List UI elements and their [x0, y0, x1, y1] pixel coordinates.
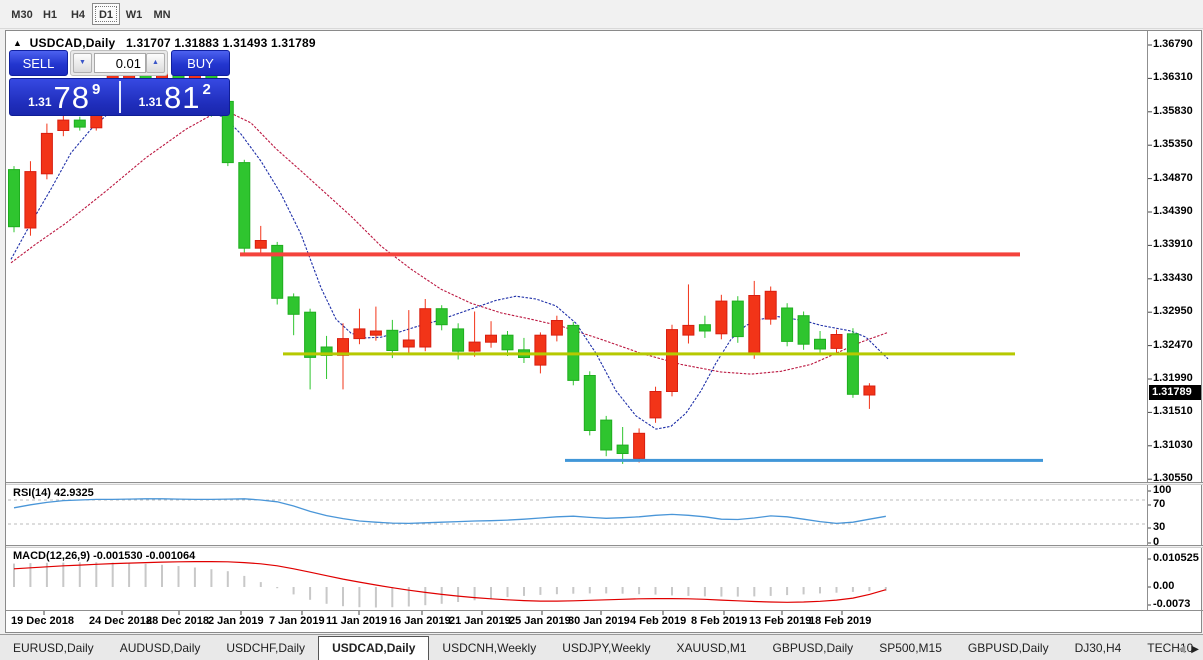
volume-increase-button[interactable]: ▲	[146, 53, 165, 73]
rsi-axis-label: 70	[1153, 498, 1166, 510]
timeframe-button-w1[interactable]: W1	[125, 9, 143, 21]
rsi-pane-separator[interactable]	[6, 482, 1203, 485]
price-axis-label: 1.31510	[1153, 405, 1193, 418]
price-axis-label: 1.34870	[1153, 171, 1193, 184]
date-axis-label: 2 Jan 2019	[208, 615, 264, 627]
price-axis-label: 1.32950	[1153, 305, 1193, 318]
date-axis-label: 11 Jan 2019	[326, 615, 388, 627]
chart-title: ▲ USDCAD,Daily 1.31707 1.31883 1.31493 1…	[13, 36, 316, 50]
pivot-line[interactable]	[283, 352, 1015, 356]
price-axis-border	[1147, 31, 1148, 610]
chart-ohlc-values: 1.31707 1.31883 1.31493 1.31789	[126, 36, 316, 50]
buy-price-tile[interactable]: 1.31 81 2	[121, 79, 230, 115]
timeframe-button-h4[interactable]: H4	[70, 9, 86, 21]
symbol-tab-gbpusd-daily[interactable]: GBPUSD,Daily	[967, 641, 1049, 655]
date-axis-label: 4 Feb 2019	[630, 615, 687, 627]
volume-input[interactable]	[94, 53, 146, 73]
date-axis-label: 13 Feb 2019	[749, 615, 812, 627]
date-axis-label: 18 Feb 2019	[809, 615, 872, 627]
symbol-tab-eurusd-daily[interactable]: EURUSD,Daily	[13, 641, 94, 655]
price-axis-label: 1.33910	[1153, 238, 1193, 251]
sell-price-prefix: 1.31	[28, 95, 52, 109]
tabs-scroll-left-icon[interactable]: ◀	[1177, 644, 1186, 655]
symbol-tab-usdcad-daily[interactable]: USDCAD,Daily	[318, 636, 430, 660]
symbol-tab-sp500-m15[interactable]: SP500,M15	[879, 641, 942, 655]
macd-axis-label: 0.00	[1153, 580, 1175, 592]
symbol-tab-dj30-h4[interactable]: DJ30,H4	[1074, 641, 1122, 655]
date-axis-label: 24 Dec 2018	[89, 615, 152, 627]
price-axis-label: 1.32470	[1153, 338, 1193, 351]
chart-canvas[interactable]	[6, 31, 1203, 632]
price-axis-label: 1.36310	[1153, 71, 1193, 84]
price-axis-label: 1.31030	[1153, 438, 1193, 451]
date-axis-label: 25 Jan 2019	[509, 615, 571, 627]
macd-axis-label: 0.010525	[1153, 552, 1199, 564]
price-axis-label: 1.35350	[1153, 138, 1193, 151]
price-axis-label: 1.31990	[1153, 372, 1193, 384]
symbol-tab-gbpusd-daily[interactable]: GBPUSD,Daily	[772, 641, 854, 655]
timeframe-button-d1[interactable]: D1	[92, 3, 120, 25]
volume-decrease-button[interactable]: ▼	[73, 53, 92, 73]
symbol-tab-usdjpy-weekly[interactable]: USDJPY,Weekly	[562, 641, 651, 655]
date-axis-label: 28 Dec 2018	[146, 615, 209, 627]
rsi-axis-label: 100	[1153, 484, 1172, 496]
sell-price-pip: 9	[92, 81, 101, 98]
symbol-tab-audusd-daily[interactable]: AUDUSD,Daily	[119, 641, 201, 655]
timeframe-toolbar: M30 H1 H4 D1 W1 MN	[0, 0, 1203, 29]
buy-button[interactable]: BUY	[171, 50, 230, 76]
macd-pane-separator[interactable]	[6, 545, 1203, 548]
tile-divider	[118, 81, 121, 113]
rsi-axis-label: 30	[1153, 521, 1166, 533]
symbol-tab-xauusd-m1[interactable]: XAUUSD,M1	[676, 641, 747, 655]
one-click-trading-panel: SELL ▼ ▲ BUY 1.31 78 9 1.31 81 2	[9, 50, 230, 116]
buy-price-big: 81	[164, 80, 201, 116]
sell-price-big: 78	[53, 80, 90, 116]
symbol-tab-bar: ◀ ▶ EURUSD,Daily AUDUSD,Daily USDCHF,Daily…	[0, 634, 1203, 660]
rsi-axis-label: 0	[1153, 536, 1160, 548]
chart-symbol-label: USDCAD,Daily	[29, 36, 116, 50]
price-axis-label: 1.34390	[1153, 205, 1193, 217]
price-axis-label: 1.33430	[1153, 271, 1193, 284]
rsi-label: RSI(14) 42.9325	[13, 487, 94, 499]
price-axis-label: 1.35830	[1153, 104, 1193, 117]
buy-price-pip: 2	[202, 81, 211, 98]
price-axis-label: 1.30550	[1153, 472, 1193, 485]
timeframe-button-h1[interactable]: H1	[42, 9, 58, 21]
symbol-tab-usdcnh-weekly[interactable]: USDCNH,Weekly	[442, 641, 537, 655]
symbol-tab-usdchf-daily[interactable]: USDCHF,Daily	[226, 641, 306, 655]
timeframe-button-m30[interactable]: M30	[11, 9, 33, 21]
timeframe-button-mn[interactable]: MN	[153, 9, 171, 21]
macd-label: MACD(12,26,9) -0.001530 -0.001064	[13, 550, 196, 562]
symbol-tab-tech10[interactable]: TECH10	[1147, 641, 1194, 655]
volume-spinner: ▼ ▲	[70, 50, 168, 76]
date-axis-label: 7 Jan 2019	[269, 615, 325, 627]
tabs-scroll-right-icon[interactable]: ▶	[1191, 644, 1199, 655]
resistance-line[interactable]	[240, 252, 1020, 257]
support-line[interactable]	[565, 458, 1043, 462]
date-axis-label: 19 Dec 2018	[11, 615, 74, 627]
chart-window[interactable]: ▲ USDCAD,Daily 1.31707 1.31883 1.31493 1…	[5, 30, 1203, 633]
price-axis-label: 1.36790	[1153, 38, 1193, 50]
sell-button[interactable]: SELL	[9, 50, 68, 76]
current-price-tag: 1.31789	[1149, 385, 1201, 400]
date-axis-label: 30 Jan 2019	[568, 615, 630, 627]
bid-ask-display: 1.31 78 9 1.31 81 2	[9, 78, 230, 116]
date-axis-label: 21 Jan 2019	[449, 615, 511, 627]
sell-price-tile[interactable]: 1.31 78 9	[10, 79, 119, 115]
date-axis-label: 16 Jan 2019	[389, 615, 451, 627]
macd-axis-label: -0.0073	[1153, 598, 1191, 610]
symbol-triangle-icon: ▲	[13, 38, 23, 48]
date-axis-label: 8 Feb 2019	[691, 615, 748, 627]
buy-price-prefix: 1.31	[138, 95, 163, 109]
date-axis-border	[6, 610, 1203, 611]
